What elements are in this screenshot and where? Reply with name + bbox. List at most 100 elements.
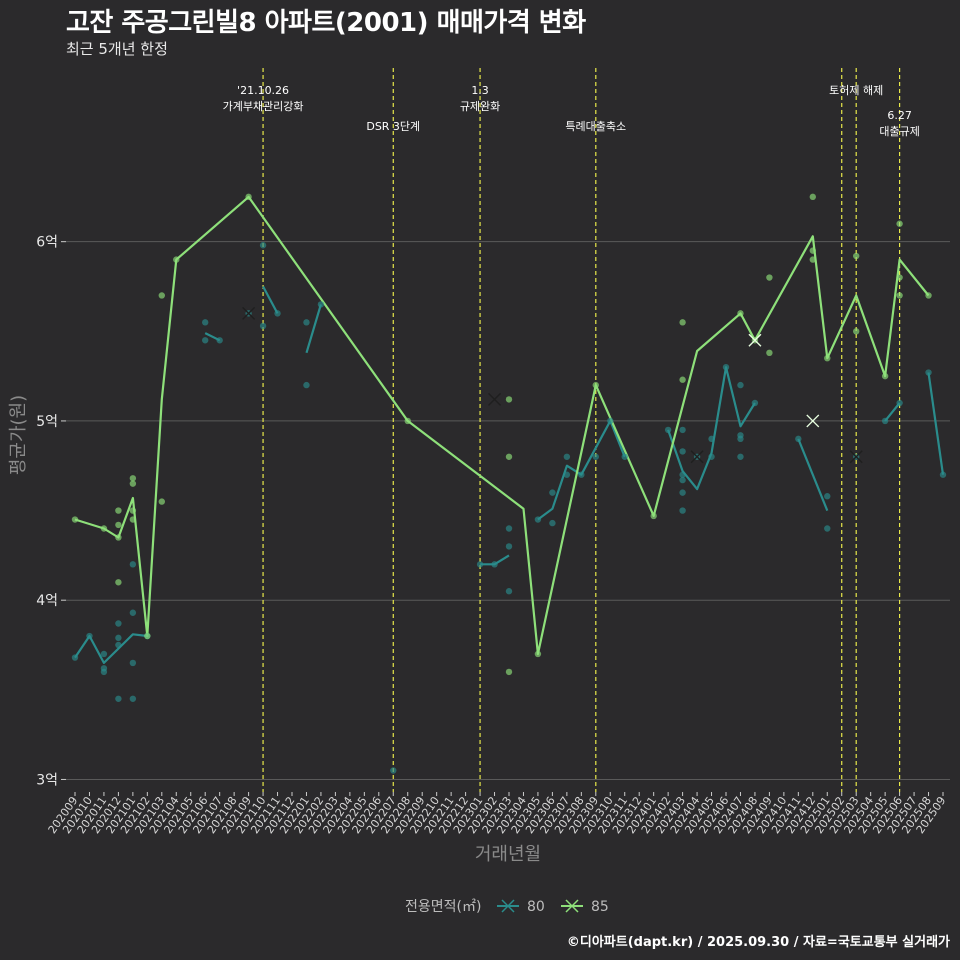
series-85-point: [766, 349, 773, 357]
legend-swatch-cross: [501, 899, 515, 913]
series-80-line: [74, 633, 148, 664]
series-80-point: [679, 476, 686, 484]
event-label: 특례대출축소: [565, 120, 626, 133]
series-80-line: [305, 304, 322, 354]
series-80-point: [679, 471, 686, 478]
series-85-point: [505, 396, 513, 403]
series-85-line: [74, 195, 930, 656]
series-80-point: [664, 426, 672, 434]
series-85-cross-marker: [748, 333, 762, 347]
series-85-point: [158, 498, 165, 505]
series-80-cross-marker: [849, 450, 863, 464]
series-80-line: [667, 366, 756, 491]
y-axis-title: 평균가(원): [8, 395, 29, 475]
series-80-point: [824, 525, 831, 532]
series-80-point: [751, 399, 759, 407]
y-tick-label: 4억: [36, 593, 58, 609]
x-axis-title: 거래년월: [475, 844, 541, 865]
series-80-point: [722, 363, 730, 371]
series-80-point: [259, 242, 267, 249]
x-axis-ticks: 2020092020102020112020122021012021022021…: [46, 792, 948, 836]
event-label: 6.27: [887, 109, 912, 122]
series-85-point: [679, 376, 686, 383]
series-80-point: [303, 381, 310, 389]
chart-title: 고잔 주공그린빌8 아파트(2001) 매매가격 변화: [66, 8, 586, 38]
series-80-point: [896, 399, 903, 407]
series-80-point: [795, 435, 802, 443]
series-85-point: [71, 516, 79, 523]
series-85-point: [129, 475, 137, 482]
series-85-point: [853, 252, 860, 260]
series-85-point: [115, 534, 122, 541]
series-80-point: [129, 695, 137, 702]
y-tick-label: 3억: [36, 772, 58, 788]
series-85-point: [824, 354, 831, 362]
series-80-point: [100, 668, 108, 676]
series-80-point: [115, 641, 122, 649]
series-80-point: [592, 453, 599, 460]
series-85-point: [115, 579, 122, 586]
series-80-point: [259, 322, 267, 330]
series-markers: [242, 306, 863, 464]
legend-label-85: 85: [591, 899, 609, 915]
series-80-point: [505, 543, 513, 550]
series-80-cross-marker: [242, 306, 256, 320]
series-85-point: [809, 256, 816, 263]
series-points: [71, 193, 947, 774]
series-80-point: [100, 650, 108, 658]
series-80-point: [607, 417, 614, 425]
series-80-point: [390, 767, 397, 774]
series-80-point: [679, 489, 686, 496]
series-80-point: [129, 659, 137, 667]
event-label: DSR 3단계: [366, 120, 420, 133]
series-85-point: [173, 256, 180, 263]
series-85-point: [245, 193, 252, 201]
series-80-point: [202, 337, 209, 344]
series-85-point: [115, 521, 122, 529]
legend-swatch-cross: [565, 899, 579, 913]
series-80-point: [476, 561, 484, 568]
series-85-point: [100, 525, 108, 532]
series-80-line: [537, 419, 626, 521]
legend-title: 전용면적(㎡): [405, 899, 481, 915]
series-85-point: [896, 292, 903, 299]
event-label: 가계부채관리강화: [223, 100, 304, 113]
series-80-point: [881, 417, 889, 425]
event-label: '21.10.26: [237, 84, 289, 97]
series-85-point: [505, 668, 513, 676]
series-80-point: [708, 435, 715, 443]
source-caption: ©디아파트(dapt.kr) / 2025.09.30 / 자료=국토교통부 실…: [566, 935, 950, 950]
series-80-point: [115, 620, 122, 627]
y-tick-label: 6억: [36, 235, 58, 251]
series-80-point: [679, 426, 686, 434]
series-80-point: [549, 519, 556, 527]
series-80-point: [824, 493, 831, 500]
series-85-point: [853, 328, 860, 335]
series-85-point: [144, 632, 151, 640]
series-80-point: [202, 319, 209, 326]
series-80-line: [927, 372, 945, 475]
series-85-point: [896, 274, 903, 281]
series-80-point: [491, 561, 498, 568]
legend: 전용면적(㎡) 80 85: [405, 899, 609, 915]
series-80-point: [737, 432, 744, 439]
series-80-point: [549, 489, 556, 496]
series-80-point: [317, 301, 325, 308]
series-80-line: [262, 285, 279, 314]
series-85-point: [129, 516, 137, 523]
chart-subtitle: 최근 5개년 한정: [66, 40, 168, 58]
series-lines: [74, 195, 945, 664]
series-85-point: [129, 480, 137, 487]
series-80-point: [115, 634, 122, 642]
y-axis-ticks: 3억 4억 5억 6억: [36, 235, 66, 788]
series-85-point: [679, 319, 686, 326]
series-85-point: [129, 507, 137, 514]
series-85-point: [925, 292, 932, 299]
series-85-point: [404, 417, 411, 425]
series-80-point: [129, 609, 137, 616]
series-80-point: [563, 471, 571, 478]
series-85-point: [592, 381, 599, 389]
event-label: 토허제 해제: [829, 83, 883, 97]
